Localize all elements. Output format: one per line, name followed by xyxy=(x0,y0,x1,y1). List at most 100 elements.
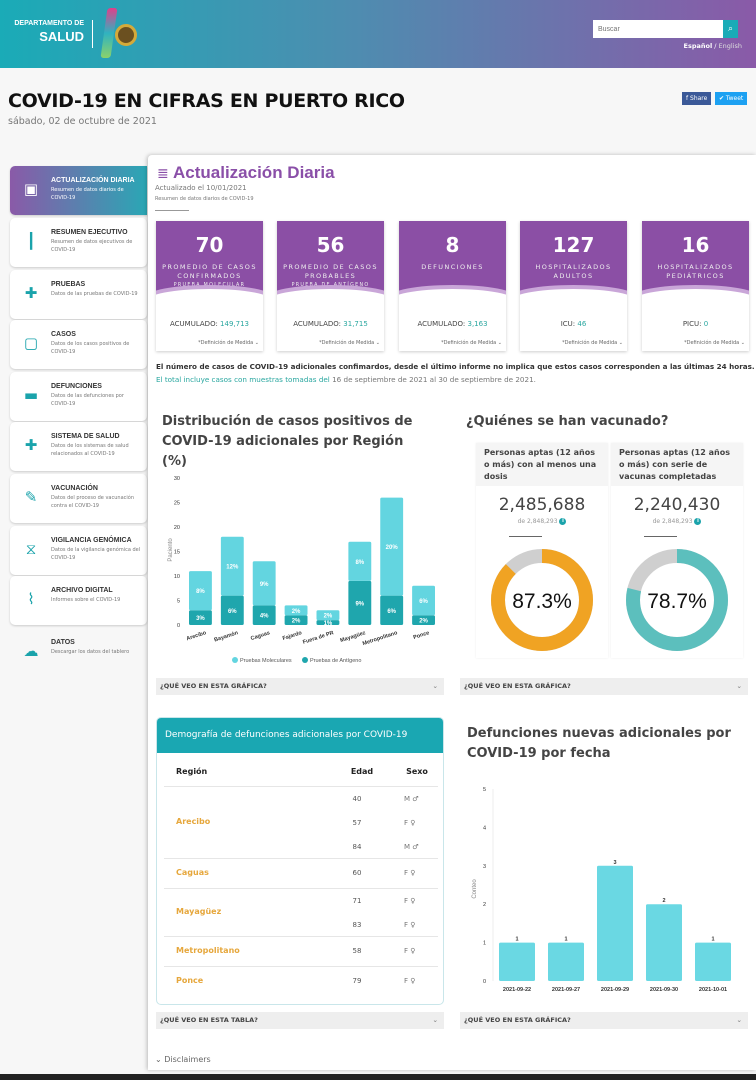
menu-lines-icon: ≣ xyxy=(157,166,169,182)
bar[interactable] xyxy=(646,904,682,981)
sidebar-item-pruebas[interactable]: ✚ PRUEBAS Datos de las pruebas de COVID-19 xyxy=(10,270,147,319)
disclaimers-toggle[interactable]: ⌄ Disclaimers xyxy=(155,1055,211,1064)
table-row-group: Mayagüez 71 F ♀ 83 F ♀ xyxy=(164,888,438,936)
sidebar-item-vigilancia-genomica[interactable]: ⧖ VIGILANCIA GENÓMICA Datos de la vigilanc… xyxy=(10,526,147,575)
region-cell: Mayagüez xyxy=(176,907,222,916)
sidebar-item-defunciones[interactable]: ▬ DEFUNCIONES Datos de las defunciones por… xyxy=(10,372,147,421)
sex-cell: F ♀ xyxy=(404,977,416,985)
lang-es[interactable]: Español xyxy=(683,42,713,50)
table-row-group: Caguas 60 F ♀ xyxy=(164,858,438,888)
info-icon[interactable]: i xyxy=(694,518,702,525)
bar-antigen[interactable] xyxy=(380,595,404,625)
y-tick-label: 10 xyxy=(174,574,180,580)
sidebar-item-label: VIGILANCIA GENÓMICA xyxy=(51,537,132,544)
x-tick-label: Caguas xyxy=(250,630,271,642)
stat-accumulated: ACUMULADO: 3,163 xyxy=(399,320,506,328)
region-chart-title: Distribución de casos positivos de COVID… xyxy=(162,414,413,469)
definition-toggle[interactable]: *Definición de Medida ⌄ xyxy=(441,340,502,346)
acc-value: 46 xyxy=(577,320,587,328)
bar-molecular[interactable] xyxy=(252,561,276,606)
sidebar-item-datos[interactable]: ☁ DATOS Descargar los datos del tablero xyxy=(10,628,147,677)
search-input[interactable] xyxy=(593,20,723,38)
stat-card-header: 16 HOSPITALIZADOS PEDIÁTRICOS xyxy=(642,221,749,301)
bar-molecular[interactable] xyxy=(284,605,308,616)
donut-percent: 87.3% xyxy=(512,590,572,613)
bar-molecular[interactable] xyxy=(380,497,404,596)
chevron-down-icon: ⌄ xyxy=(736,682,742,690)
sidebar-item-casos[interactable]: ▢ CASOS Datos de los casos positivos de CO… xyxy=(10,320,147,369)
wave-decoration xyxy=(399,289,506,301)
tweet-button[interactable]: ✔ Tweet xyxy=(715,92,748,105)
lang-en[interactable]: English xyxy=(718,42,742,50)
stat-card-header: 56 PROMEDIO DE CASOS PROBABLES PRUEBA DE A… xyxy=(277,221,384,301)
definition-toggle[interactable]: *Definición de Medida ⌄ xyxy=(198,340,259,346)
bar[interactable] xyxy=(695,942,731,981)
y-tick-label: 15 xyxy=(174,550,180,556)
stat-card-header: 8 DEFUNCIONES xyxy=(399,221,506,301)
age-cell: 71 xyxy=(352,897,362,905)
bar-antigen[interactable] xyxy=(189,610,212,625)
stat-card-header: 70 PROMEDIO DE CASOS CONFIRMADOS PRUEBA MO… xyxy=(156,221,263,301)
search-icon[interactable]: ⌕ xyxy=(723,20,738,38)
definition-toggle[interactable]: *Definición de Medida ⌄ xyxy=(319,340,380,346)
section-title: Actualización Diaria xyxy=(173,163,335,182)
stat-card: 56 PROMEDIO DE CASOS PROBABLES PRUEBA DE A… xyxy=(277,221,384,351)
vaccines-title: ¿Quiénes se han vacunado? xyxy=(466,414,669,429)
bar-antigen[interactable] xyxy=(252,605,276,625)
bar[interactable] xyxy=(499,942,535,981)
x-tick-label: Arecibo xyxy=(186,630,208,642)
stat-sublabel: PRUEBA DE ANTÍGENO xyxy=(291,283,370,288)
share-button[interactable]: f Share xyxy=(682,92,712,105)
calendar-icon: ▣ xyxy=(23,180,39,198)
acc-label: ACUMULADO: xyxy=(293,320,344,328)
graph-accordion[interactable]: ¿QUÉ VEO EN ESTA GRÁFICA? ⌄ xyxy=(460,678,748,695)
bar-molecular[interactable] xyxy=(412,585,435,616)
bar-value-label: 2% xyxy=(419,619,428,625)
sidebar-item-sistema-de-salud[interactable]: ✚ SISTEMA DE SALUD Datos de los sistemas d… xyxy=(10,422,147,471)
sidebar-item-desc: Descargar los datos del tablero xyxy=(51,649,130,655)
bar[interactable] xyxy=(597,865,633,981)
graph-accordion[interactable]: ¿QUÉ VEO EN ESTA GRÁFICA? ⌄ xyxy=(460,1012,748,1029)
stat-value: 56 xyxy=(316,233,345,257)
bar-value-label: 12% xyxy=(226,565,239,571)
sidebar-item-actualizacion-diaria[interactable]: ▣ ACTUALIZACIÓN DIARIA Resumen de datos di… xyxy=(10,166,147,215)
sidebar-item-desc: Datos de los casos positivos de COVID-19 xyxy=(51,341,130,355)
bar-antigen[interactable] xyxy=(316,620,340,625)
bar-value-label: 9% xyxy=(260,582,269,588)
graph-accordion[interactable]: ¿QUÉ VEO EN ESTA GRÁFICA? ⌄ xyxy=(156,678,444,695)
bed-icon: ▬ xyxy=(23,386,39,404)
bar-antigen[interactable] xyxy=(412,615,435,625)
dna-icon: ⧖ xyxy=(25,540,37,558)
sidebar-item-label: RESUMEN EJECUTIVO xyxy=(51,229,128,236)
bar-antigen[interactable] xyxy=(284,615,308,625)
bar-antigen[interactable] xyxy=(220,595,244,625)
sidebar-item-resumen-ejecutivo[interactable]: ┃ RESUMEN EJECUTIVO Resumen de datos ejecu… xyxy=(10,218,147,267)
column-header: Región xyxy=(176,767,208,776)
donut-fill xyxy=(626,549,728,651)
bar-molecular[interactable] xyxy=(189,571,212,611)
legend-label[interactable]: Pruebas Moleculares xyxy=(240,658,292,664)
table-title: Demografía de defunciones adicionales po… xyxy=(157,718,443,753)
definition-toggle[interactable]: *Definición de Medida ⌄ xyxy=(684,340,745,346)
bar-antigen[interactable] xyxy=(348,580,372,625)
bar-molecular[interactable] xyxy=(348,541,372,581)
legend-label[interactable]: Pruebas de Antígeno xyxy=(310,658,361,664)
chevron-down-icon: ⌄ xyxy=(736,1016,742,1024)
sidebar-item-archivo-digital[interactable]: ⌇ ARCHIVO DIGITAL Informes sobre el COVID-… xyxy=(10,576,147,625)
vaccinated-count: 2,485,688 xyxy=(498,495,586,515)
vaccine-donut: 87.3% xyxy=(491,549,593,651)
info-icon[interactable]: i xyxy=(559,518,567,525)
definition-toggle[interactable]: *Definición de Medida ⌄ xyxy=(562,340,623,346)
bar[interactable] xyxy=(548,942,584,981)
logo-text: DEPARTAMENTO DE xyxy=(14,20,84,27)
sidebar-item-vacunacion[interactable]: ✎ VACUNACIÓN Datos del proceso de vacunaci… xyxy=(10,474,147,523)
page-title: COVID-19 EN CIFRAS EN PUERTO RICO xyxy=(8,90,405,112)
stat-accumulated: ACUMULADO: 149,713 xyxy=(156,320,263,328)
table-accordion[interactable]: ¿QUÉ VEO EN ESTA TABLA? ⌄ xyxy=(156,1012,444,1029)
acc-label: ACUMULADO: xyxy=(169,320,221,328)
accordion-label: ¿QUÉ VEO EN ESTA TABLA? xyxy=(160,1016,258,1024)
eligible-total: de 2,848,293 i xyxy=(476,518,608,525)
bar-molecular[interactable] xyxy=(220,536,244,596)
bar-molecular[interactable] xyxy=(316,610,340,621)
y-tick-label: 5 xyxy=(483,787,486,793)
